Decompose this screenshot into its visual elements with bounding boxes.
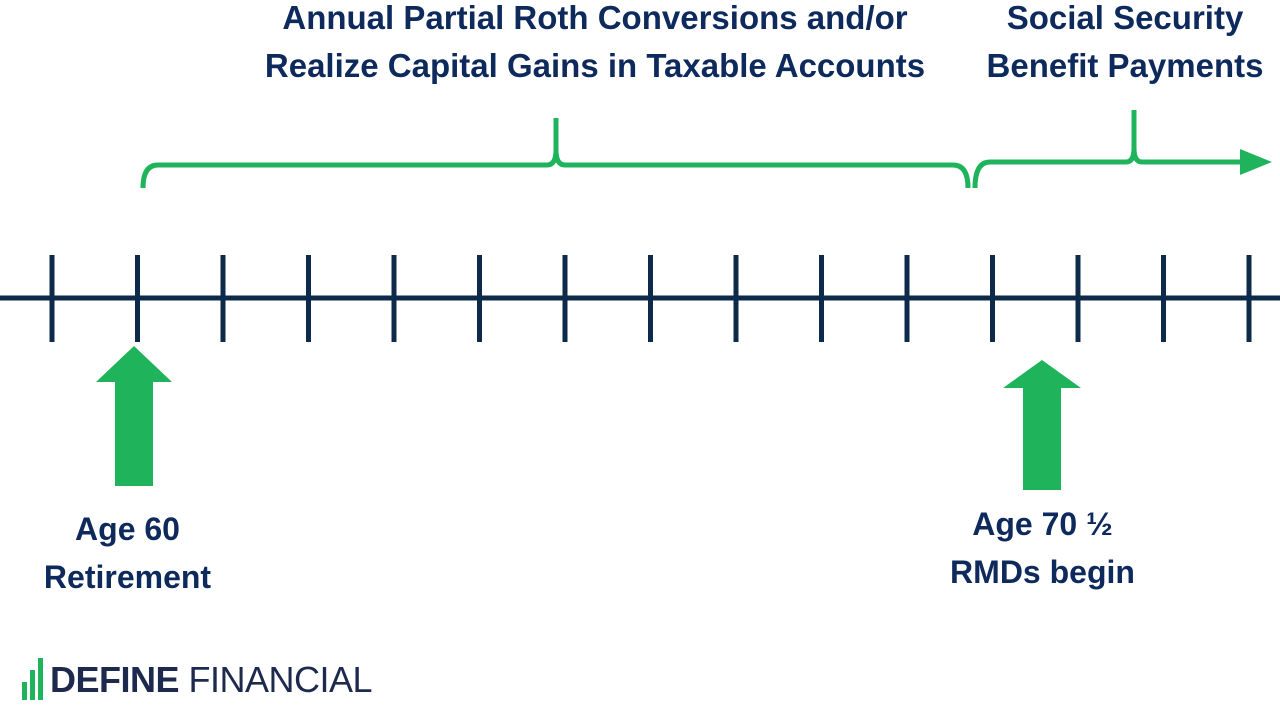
social-security-line2: Benefit Payments <box>986 47 1264 84</box>
roth-conversions-label: Annual Partial Roth Conversions and/or R… <box>200 0 990 90</box>
logo-wordmark: DEFINE FINANCIAL <box>50 659 373 701</box>
retirement-label: Age 60 Retirement <box>20 505 235 601</box>
conversions-bracket <box>140 118 971 189</box>
roth-conversions-line1: Annual Partial Roth Conversions and/or <box>282 0 908 36</box>
define-financial-logo: DEFINE FINANCIAL <box>22 655 373 705</box>
rmd-label: Age 70 ½ RMDs begin <box>930 500 1155 596</box>
logo-bars-icon <box>22 657 44 703</box>
rmd-age-text: Age 70 ½ <box>972 506 1113 542</box>
social-security-bracket <box>972 110 1248 189</box>
timeline-ticks <box>49 255 1252 342</box>
social-security-label: Social Security Benefit Payments <box>975 0 1275 90</box>
logo-bold-text: DEFINE <box>50 659 180 700</box>
logo-regular-text: FINANCIAL <box>188 659 373 700</box>
rmd-arrow <box>1003 360 1081 490</box>
retirement-text: Retirement <box>43 559 212 595</box>
rmd-text: RMDs begin <box>950 554 1135 590</box>
roth-conversions-line2: Realize Capital Gains in Taxable Account… <box>264 47 926 84</box>
social-security-line1: Social Security <box>1006 0 1244 36</box>
social-security-arrowhead <box>1240 149 1272 175</box>
retirement-arrow <box>96 346 172 486</box>
retirement-age-text: Age 60 <box>75 511 180 547</box>
